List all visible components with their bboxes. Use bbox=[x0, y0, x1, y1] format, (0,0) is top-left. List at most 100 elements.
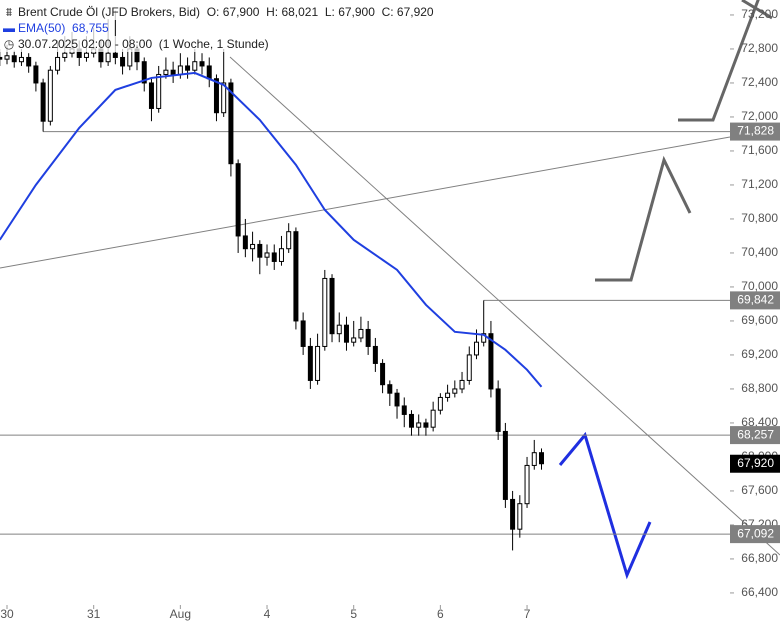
candle-body bbox=[213, 78, 219, 114]
x-tick-label: 7 bbox=[524, 607, 531, 621]
candle-body bbox=[264, 252, 270, 258]
ohlc-value: 67,920 bbox=[396, 5, 434, 19]
candle-body bbox=[481, 333, 487, 343]
candle-body bbox=[300, 320, 306, 347]
ohlc-value: 67,900 bbox=[338, 5, 375, 19]
y-tick-label: 72,400 bbox=[741, 75, 778, 89]
candle-body bbox=[83, 52, 89, 58]
candle-body bbox=[495, 388, 501, 432]
x-tick-label: 31 bbox=[87, 607, 101, 621]
ohlc-key: H: bbox=[266, 5, 279, 19]
legend-row: ⩩ Brent Crude Öl (JFD Brokers, Bid) O: 67… bbox=[0, 4, 438, 20]
candle-body bbox=[33, 65, 39, 84]
candle-body bbox=[416, 422, 422, 428]
candle-body bbox=[163, 69, 169, 75]
candle-body bbox=[517, 503, 523, 530]
clock-icon: ◷ bbox=[3, 37, 15, 51]
candle-body bbox=[488, 333, 494, 390]
candle-body bbox=[18, 56, 24, 63]
candle-body bbox=[351, 337, 357, 343]
y-tick-label: 70,400 bbox=[741, 245, 778, 259]
candle-body bbox=[322, 277, 328, 347]
drawn-arrow bbox=[678, 0, 760, 122]
ema-line bbox=[0, 71, 543, 388]
y-tick-label: 69,200 bbox=[741, 347, 778, 361]
y-tick-label: 67,600 bbox=[741, 483, 778, 497]
candle-body bbox=[170, 69, 176, 75]
candle-body bbox=[148, 82, 154, 109]
candle-body bbox=[524, 464, 530, 505]
symbol-icon: ⩩ bbox=[5, 5, 13, 19]
candle-body bbox=[228, 82, 234, 165]
legend-row: ▬ EMA(50) 68,755 bbox=[0, 20, 113, 36]
ema-value: 68,755 bbox=[72, 21, 109, 35]
candle-body bbox=[141, 61, 147, 84]
candle-body bbox=[112, 52, 118, 58]
candle-body bbox=[531, 452, 537, 466]
candle-body bbox=[0, 56, 3, 60]
trend-line bbox=[229, 56, 780, 556]
candle-body bbox=[437, 396, 443, 411]
ohlc-key: O: bbox=[206, 5, 220, 19]
candle-body bbox=[4, 55, 10, 60]
candle-body bbox=[192, 61, 198, 71]
candle-body bbox=[242, 235, 248, 250]
candle-body bbox=[502, 430, 508, 500]
candle-body bbox=[185, 65, 191, 71]
candle-body bbox=[387, 384, 393, 394]
y-tick-label: 70,000 bbox=[741, 279, 778, 293]
candle-body bbox=[221, 82, 227, 114]
timestamp: 30.07.2025 02:00 - 08:00 bbox=[18, 37, 153, 51]
last-price-label: 67,920 bbox=[737, 456, 774, 470]
candle-body bbox=[401, 405, 407, 415]
interval: (1 Woche, 1 Stunde) bbox=[158, 37, 269, 51]
candle-body bbox=[358, 328, 364, 339]
y-tick-label: 68,800 bbox=[741, 381, 778, 395]
x-tick-label: 4 bbox=[264, 607, 271, 621]
ohlc-value: 68,021 bbox=[281, 5, 319, 19]
y-tick-label: 72,800 bbox=[741, 41, 778, 55]
candle-body bbox=[293, 231, 299, 322]
candle-body bbox=[466, 354, 472, 381]
candle-body bbox=[199, 61, 205, 67]
drawn-arrow bbox=[741, 0, 773, 20]
candle-body bbox=[510, 498, 516, 530]
drawn-arrow bbox=[595, 155, 692, 282]
drawn-arrow bbox=[558, 431, 652, 580]
candle-body bbox=[235, 163, 241, 237]
x-tick-label: 6 bbox=[437, 607, 444, 621]
price-badge-label: 69,842 bbox=[737, 293, 774, 307]
candle-body bbox=[380, 362, 386, 386]
candle-body bbox=[452, 388, 458, 394]
candle-body bbox=[473, 341, 479, 356]
y-tick-label: 71,600 bbox=[741, 143, 778, 157]
instrument-name: Brent Crude Öl (JFD Brokers, Bid) bbox=[18, 5, 201, 19]
candle-body bbox=[343, 324, 349, 343]
candle-body bbox=[62, 52, 68, 58]
candle-body bbox=[459, 379, 465, 390]
y-tick-label: 66,400 bbox=[741, 585, 778, 599]
price-badge bbox=[730, 122, 780, 141]
candle-body bbox=[394, 392, 400, 407]
ohlc-key: C: bbox=[381, 5, 394, 19]
price-badge bbox=[730, 426, 780, 445]
legend-row: ◷ 30.07.2025 02:00 - 08:00 (1 Woche, 1 St… bbox=[0, 36, 273, 52]
candle-body bbox=[336, 324, 342, 335]
candle-body bbox=[11, 55, 17, 63]
candle-body bbox=[365, 328, 371, 347]
last-price-badge bbox=[730, 454, 780, 473]
candle-body bbox=[315, 345, 321, 381]
candle-body bbox=[408, 413, 414, 428]
candle-body bbox=[372, 345, 378, 364]
y-tick-label: 71,200 bbox=[741, 177, 778, 191]
ema-name: EMA(50) bbox=[18, 21, 66, 35]
candle-body bbox=[307, 345, 313, 381]
x-tick-label: Aug bbox=[170, 607, 191, 621]
y-tick-label: 69,600 bbox=[741, 313, 778, 327]
trend-line bbox=[0, 136, 731, 269]
candle-body bbox=[271, 252, 277, 262]
y-tick-label: 73,200 bbox=[741, 7, 778, 21]
candle-body bbox=[26, 56, 32, 67]
ohlc-value: 67,900 bbox=[222, 5, 260, 19]
